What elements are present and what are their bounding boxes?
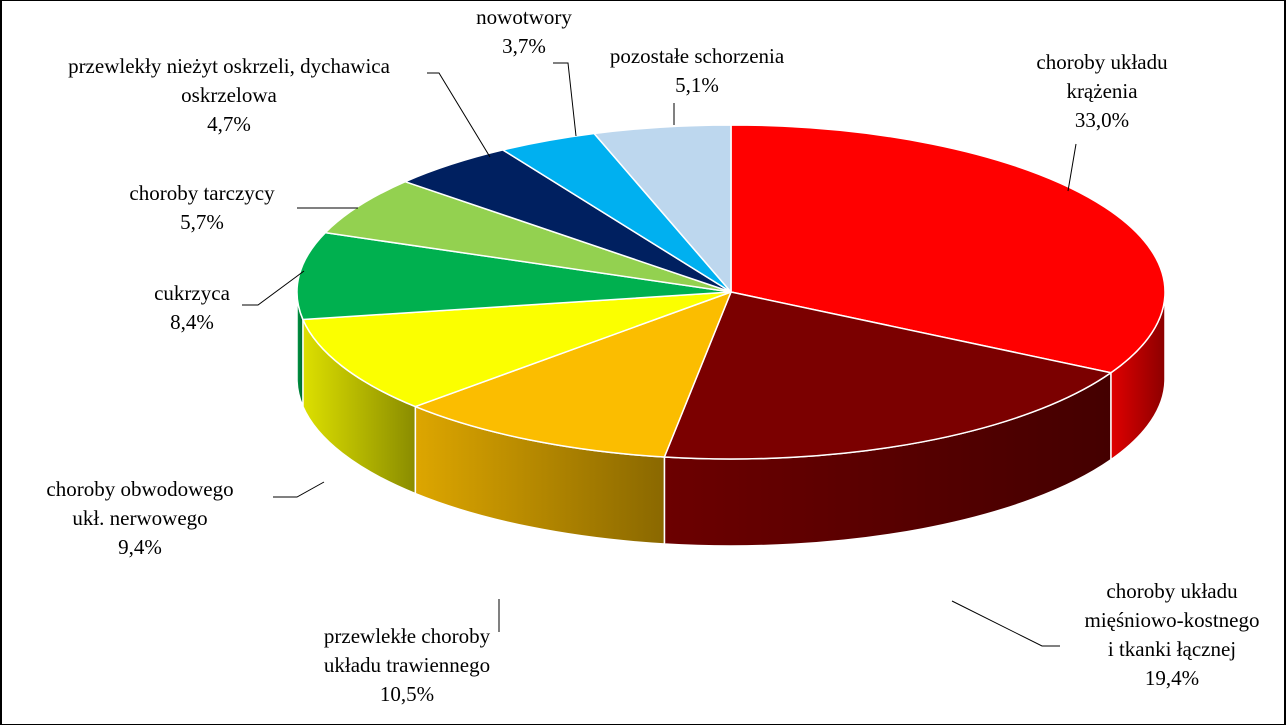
- data-label-text-przewlek-y-niezyt-oskrzeli-dychawica-oskrzelowa: przewlekły nieżyt oskrzeli, dychawica: [68, 54, 391, 78]
- data-label-text-choroby-uk-adu-krazenia: choroby układu: [1036, 50, 1168, 74]
- data-label-text-choroby-uk-adu-krazenia: krążenia: [1066, 79, 1138, 103]
- data-labels: choroby układu krążenia 33,0% choroby układ…: [46, 5, 1259, 706]
- data-label-value-cukrzyca: 8,4%: [170, 310, 214, 334]
- slice-przewlek-e-choroby-uk-adu-trawiennego: [414, 291, 732, 458]
- leader-line-przewlek-y-niezyt-oskrzeli-dychawica-oskrzelowa: [427, 72, 491, 158]
- leader-line-nowotwory: [553, 62, 577, 137]
- data-label-text-cukrzyca: cukrzyca: [154, 281, 230, 305]
- data-label-value-nowotwory: 3,7%: [502, 34, 546, 58]
- data-label-value-pozosta-e-schorzenia: 5,1%: [675, 73, 719, 97]
- leader-lines: [242, 62, 1077, 647]
- leader-line-choroby-obwodowego-uk-nerwowego: [273, 481, 325, 498]
- data-label-text-przewlek-y-niezyt-oskrzeli-dychawica-oskrzelowa: oskrzelowa: [181, 83, 277, 107]
- data-label-value-choroby-uk-adu-krazenia: 33,0%: [1075, 108, 1129, 132]
- leader-line-choroby-uk-adu-krazenia: [1067, 143, 1077, 192]
- slice-choroby-uk-adu-krazenia: [730, 124, 1166, 374]
- data-label-text-przewlek-e-choroby-uk-adu-trawiennego: przewlekłe choroby: [324, 624, 491, 648]
- data-label-value-przewlek-e-choroby-uk-adu-trawiennego: 10,5%: [380, 682, 434, 706]
- slice-choroby-obwodowego-uk-nerwowego: [302, 291, 732, 408]
- data-label-text-nowotwory: nowotwory: [476, 5, 572, 29]
- data-label-text-choroby-tarczycy: choroby tarczycy: [129, 181, 275, 205]
- pie-slices: [296, 124, 1166, 460]
- data-label-value-choroby-tarczycy: 5,7%: [180, 210, 224, 234]
- leader-line-choroby-uk-adu-miesniowo-kostnego-i-tkanki-acznej: [951, 600, 1060, 647]
- data-label-text-przewlek-e-choroby-uk-adu-trawiennego: układu trawiennego: [324, 653, 490, 677]
- data-label-text-choroby-uk-adu-miesniowo-kostnego-i-tkanki-acznej: mięśniowo-kostnego: [1085, 608, 1260, 632]
- data-label-text-pozosta-e-schorzenia: pozostałe schorzenia: [610, 44, 785, 68]
- data-label-value-choroby-uk-adu-miesniowo-kostnego-i-tkanki-acznej: 19,4%: [1145, 666, 1199, 690]
- pie-sides: [296, 291, 1166, 547]
- data-label-text-choroby-obwodowego-uk-nerwowego: ukł. nerwowego: [72, 506, 207, 530]
- data-label-value-przewlek-y-niezyt-oskrzeli-dychawica-oskrzelowa: 4,7%: [207, 112, 251, 136]
- data-label-text-choroby-obwodowego-uk-nerwowego: choroby obwodowego: [46, 477, 233, 501]
- data-label-text-choroby-uk-adu-miesniowo-kostnego-i-tkanki-acznej: choroby układu: [1106, 579, 1238, 603]
- slice-cukrzyca: [296, 231, 732, 321]
- data-label-text-choroby-uk-adu-miesniowo-kostnego-i-tkanki-acznej: i tkanki łącznej: [1108, 637, 1236, 661]
- data-label-value-choroby-obwodowego-uk-nerwowego: 9,4%: [118, 535, 162, 559]
- slice-pozosta-e-schorzenia: [593, 124, 732, 293]
- slice-choroby-tarczycy: [324, 180, 732, 293]
- slice-choroby-uk-adu-miesniowo-kostnego-i-tkanki-acznej: [663, 291, 1112, 460]
- leader-line-cukrzyca: [242, 270, 305, 306]
